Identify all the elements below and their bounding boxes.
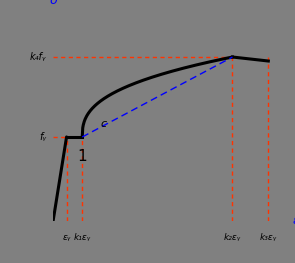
- Text: ε: ε: [293, 214, 295, 227]
- Text: 1: 1: [78, 149, 87, 164]
- Text: fᵧ: fᵧ: [39, 132, 46, 142]
- Text: εᵧ: εᵧ: [63, 233, 71, 242]
- Text: σ: σ: [49, 0, 57, 7]
- Text: k₄fᵧ: k₄fᵧ: [30, 52, 46, 62]
- Text: k₃εᵧ: k₃εᵧ: [260, 233, 277, 242]
- Text: k₁εᵧ: k₁εᵧ: [74, 233, 91, 242]
- Text: k₂εᵧ: k₂εᵧ: [224, 233, 241, 242]
- Text: c: c: [100, 119, 106, 129]
